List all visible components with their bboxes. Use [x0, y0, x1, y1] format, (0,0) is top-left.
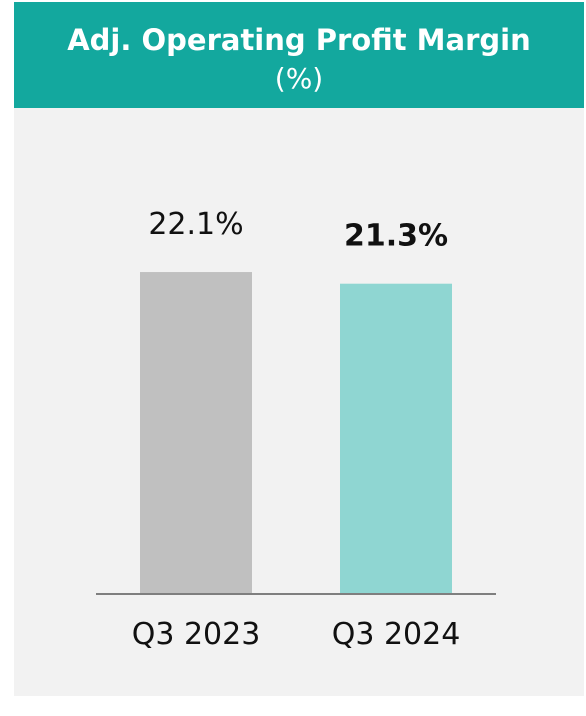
x-tick-label: Q3 2024	[332, 617, 461, 652]
labels-group: 22.1% Q3 2023 21.3% Q3 2024	[132, 207, 461, 652]
chart-title: Adj. Operating Profit Margin	[67, 23, 531, 57]
data-label: 22.1%	[148, 207, 243, 242]
bar-q3-2024	[340, 283, 452, 594]
chart-panel: Adj. Operating Profit Margin (%)	[14, 2, 584, 696]
x-tick-label: Q3 2023	[132, 617, 261, 652]
bars-group	[140, 272, 452, 594]
chart-subtitle: (%)	[274, 62, 324, 95]
data-label: 21.3%	[344, 219, 448, 254]
chart-header: Adj. Operating Profit Margin (%)	[14, 2, 584, 108]
bar-q3-2023	[140, 272, 252, 594]
